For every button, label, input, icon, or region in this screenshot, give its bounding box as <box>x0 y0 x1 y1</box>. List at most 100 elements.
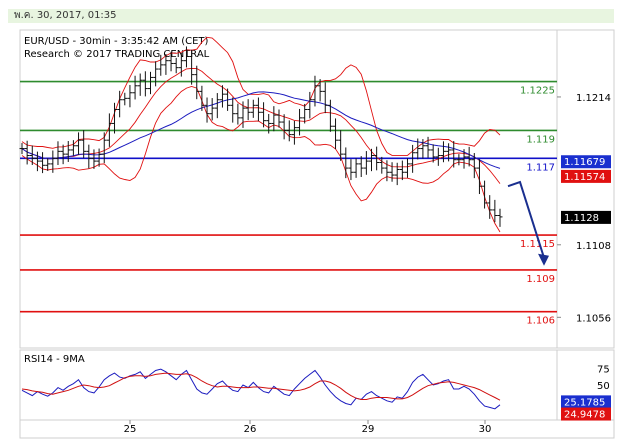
forecast-arrow <box>507 180 549 266</box>
price-bar <box>163 53 169 75</box>
price-bar <box>235 103 241 125</box>
price-bar <box>291 120 297 145</box>
price-bar <box>327 99 333 132</box>
rsi-label: RSI14 - 9MA <box>24 354 85 365</box>
rsi-tag-label: 24.9478 <box>564 410 605 421</box>
price-bar <box>106 113 112 147</box>
date-label: พ.ค. 30, 2017, 01:35 <box>8 9 614 23</box>
price-bar <box>70 140 76 156</box>
price-bar <box>34 151 40 172</box>
price-bar <box>425 136 431 158</box>
rsi-tick-label: 75 <box>597 365 610 376</box>
price-bar <box>209 98 215 121</box>
support-resistance-levels: 1.1225 1.119 1.117 1.1115 1.109 1.106 <box>20 80 557 327</box>
price-bar <box>147 71 153 95</box>
price-bar <box>415 138 421 160</box>
price-bar <box>312 75 318 107</box>
level-label: 1.1225 <box>520 86 555 97</box>
chart-subtitle: Research © 2017 TRADING CENTRAL <box>24 49 210 60</box>
level-label: 1.106 <box>526 316 555 327</box>
price-bar <box>137 73 143 96</box>
price-bar <box>482 180 488 209</box>
price-bar <box>435 147 441 166</box>
price-bar <box>471 153 477 179</box>
price-bar <box>112 102 118 134</box>
price-bar <box>204 97 210 123</box>
price-bar <box>225 88 231 111</box>
bollinger-upper <box>21 36 501 156</box>
rsi-series-line <box>21 372 501 401</box>
price-bar <box>476 159 482 195</box>
price-bar <box>81 130 87 159</box>
forecast-arrow-line <box>507 180 545 259</box>
indicator-layer <box>21 36 501 233</box>
rsi-tag <box>561 395 611 409</box>
price-bar <box>317 79 323 102</box>
price-bar <box>183 46 189 68</box>
price-bar <box>158 54 164 76</box>
rsi-tag-label: 25.1785 <box>564 397 605 408</box>
price-bar <box>117 90 123 118</box>
rsi-tag <box>561 407 611 421</box>
price-bar <box>245 99 251 121</box>
price-bar <box>451 141 457 168</box>
price-bar <box>230 97 236 123</box>
price-bar <box>276 109 282 128</box>
price-tick-label: 1.1056 <box>576 313 611 324</box>
price-bar <box>348 159 354 181</box>
price-bar <box>420 139 426 159</box>
price-bar <box>55 141 61 166</box>
time-tick-label: 26 <box>244 424 257 435</box>
price-bar <box>384 160 390 182</box>
price-bar <box>240 101 246 128</box>
top-bar: พ.ค. 30, 2017, 01:35 <box>0 0 622 28</box>
price-tags: 1.11679 1.11574 1.1128 <box>561 155 611 224</box>
price-bar <box>45 158 51 171</box>
main-panel-frame <box>19 29 558 349</box>
price-bar <box>353 158 359 178</box>
level-label: 1.117 <box>526 162 555 173</box>
price-bar <box>219 85 225 108</box>
price-bar <box>60 144 66 165</box>
price-bar <box>153 61 159 87</box>
time-tick-label: 29 <box>362 424 375 435</box>
price-bar <box>127 84 133 108</box>
time-tick-label: 30 <box>479 424 492 435</box>
price-bar <box>487 195 493 219</box>
bollinger-lower <box>21 86 501 233</box>
price-bar <box>302 103 308 124</box>
price-bar <box>363 151 369 175</box>
price-bar <box>271 106 277 132</box>
price-bar <box>466 146 472 167</box>
price-bar <box>307 91 313 119</box>
price-bar <box>24 140 30 165</box>
price-bar <box>322 82 328 114</box>
price-bar <box>446 143 452 162</box>
price-bar <box>374 146 380 171</box>
moving-average <box>21 91 501 169</box>
time-axis-labels: 25 26 29 30 <box>124 420 492 435</box>
price-tag-label: 1.1128 <box>564 213 599 224</box>
price-bar <box>189 49 195 85</box>
price-bar <box>440 141 446 163</box>
price-bar <box>461 149 467 169</box>
price-bar <box>492 199 498 223</box>
price-bars <box>19 46 503 227</box>
price-tag-label: 1.11679 <box>564 157 605 168</box>
price-bar <box>399 160 405 181</box>
price-bar <box>19 142 25 155</box>
price-bar <box>261 102 267 128</box>
price-bar <box>297 108 303 136</box>
price-tick-label: 1.1108 <box>576 241 611 252</box>
price-tag-label: 1.11574 <box>564 172 605 183</box>
chart-title: EUR/USD - 30min - 3:35:42 AM (CET) <box>24 36 209 47</box>
price-bar <box>379 156 385 174</box>
price-bar <box>369 148 375 172</box>
rsi-tick-label: 50 <box>597 381 610 392</box>
price-bar <box>50 150 56 173</box>
price-bar <box>266 113 272 134</box>
price-tag <box>561 210 611 224</box>
price-tag <box>561 155 611 169</box>
price-bar <box>168 51 174 72</box>
